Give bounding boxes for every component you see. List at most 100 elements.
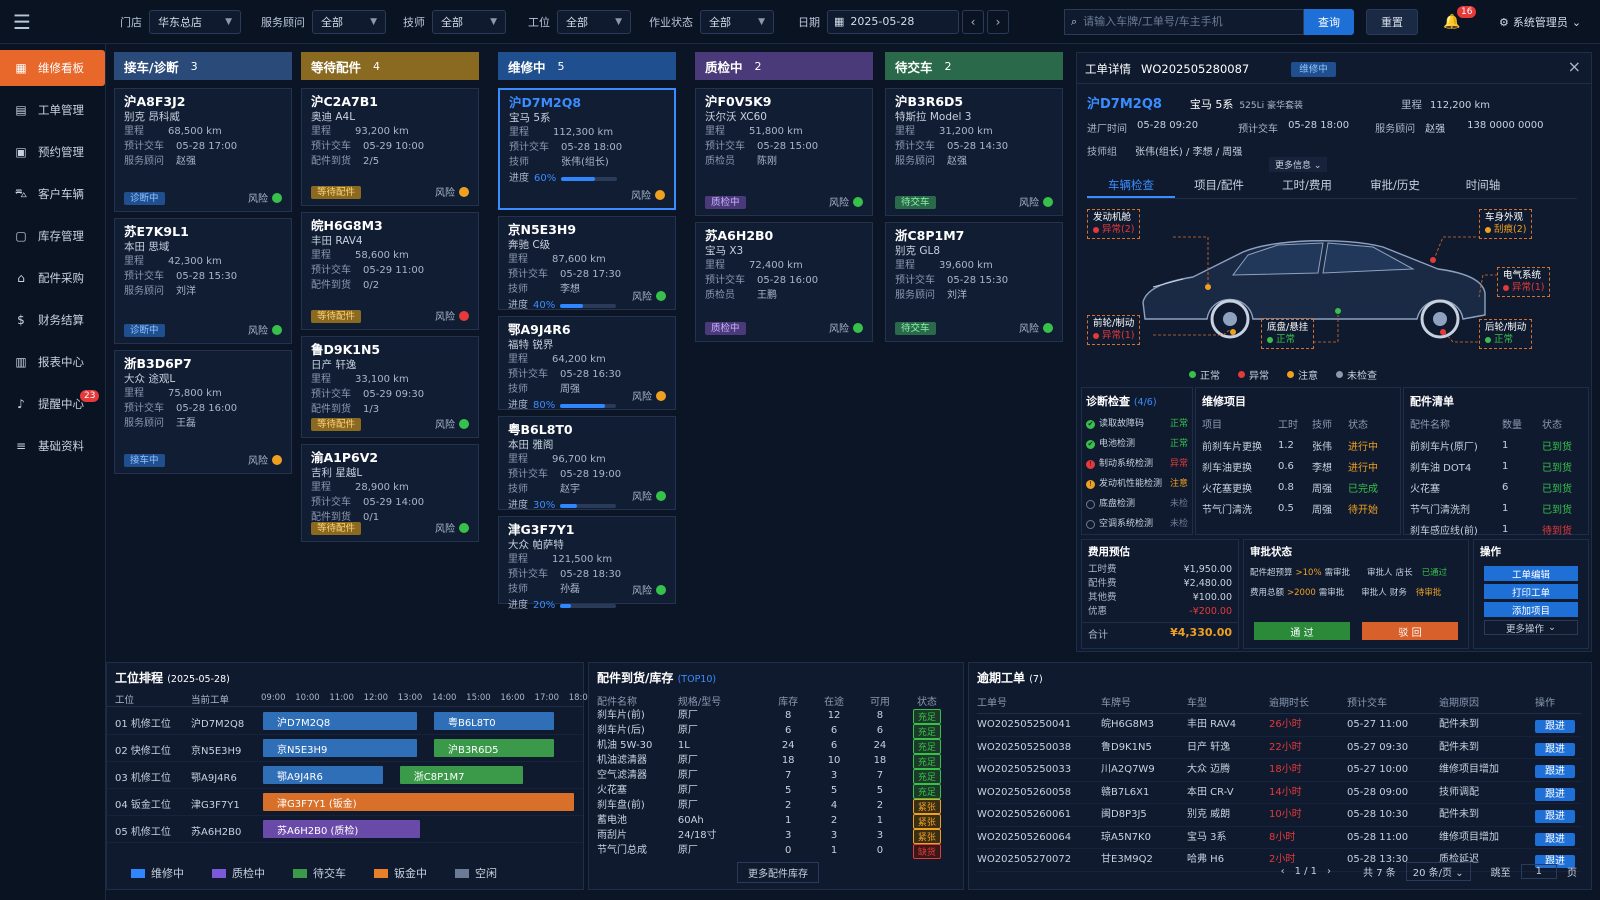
vehicle-zone-label[interactable]: 底盘/悬挂 正常 xyxy=(1261,319,1315,349)
sidebar-item[interactable]: ♪ 提醒中心 23 xyxy=(0,386,105,422)
stock-status-badge: 充足 xyxy=(912,709,941,724)
sidebar-item[interactable]: $ 财务结算 xyxy=(0,302,105,338)
mileage-label: 里程 xyxy=(895,126,915,137)
risk-dot-icon xyxy=(459,522,469,533)
prev-page-button[interactable]: ‹ xyxy=(1280,866,1285,877)
follow-up-button[interactable]: 跟进 xyxy=(1535,742,1575,756)
follow-up-button[interactable]: 跟进 xyxy=(1535,765,1575,779)
date-picker[interactable]: ▦ 2025-05-28 xyxy=(827,9,959,34)
query-button[interactable]: 查询 xyxy=(1304,8,1354,35)
schedule-bar[interactable]: 京N5E3H9 xyxy=(263,739,417,757)
notification-bell-icon[interactable]: 🔔 16 xyxy=(1443,6,1477,30)
current-order: 苏A6H2B0 xyxy=(191,827,242,838)
extra-label: 技师 xyxy=(508,584,528,595)
progress-label: 进度 xyxy=(508,600,528,611)
user-menu[interactable]: ⚙ 系统管理员 ⌄ xyxy=(1499,14,1581,30)
store-select[interactable]: 华东总店 ▼ xyxy=(149,9,241,34)
schedule-bar[interactable]: 粤B6L8T0 xyxy=(433,712,554,730)
schedule-bar[interactable]: 津G3F7Y1 (钣金) xyxy=(263,793,575,811)
table-cell: 节气门清洗 xyxy=(1202,505,1252,516)
table-row: 雨刮片 24/18寸 3 3 3 紧张 xyxy=(597,829,951,844)
station-schedule-panel: 工位排程 (2025-05-28) 工位 当前工单 09:00 10:00 11:00… xyxy=(106,662,593,890)
table-cell: 已到货 xyxy=(1542,505,1572,516)
sidebar-item[interactable]: ▥ 报表中心 xyxy=(0,344,105,380)
vehicle-zone-label[interactable]: 电气系统 异常(1) xyxy=(1497,267,1551,297)
schedule-bar[interactable]: 鄂A9J4R6 xyxy=(263,766,383,784)
work-order-card[interactable]: 沪D7M2Q8 宝马 5系 里程 112,300 km 预计交车 05-28 18:… xyxy=(498,88,676,210)
work-order-card[interactable]: 鄂A9J4R6 福特 锐界 里程 64,200 km 预计交车 05-28 16:3… xyxy=(498,316,676,411)
more-operations-button[interactable]: 更多操作 ⌄ xyxy=(1484,620,1578,635)
diagnosis-item: ✔ 读取故障码 正常 xyxy=(1082,414,1192,434)
advisor-select[interactable]: 全部 ▼ xyxy=(312,9,386,34)
sidebar-item[interactable]: ⌂ 配件采购 xyxy=(0,260,105,296)
sidebar-item[interactable]: ▣ 预约管理 xyxy=(0,134,105,170)
menu-icon[interactable]: ☰ xyxy=(13,9,31,34)
detail-tab[interactable]: 审批/历史 xyxy=(1370,178,1420,192)
vehicle-zone-label[interactable]: 前轮/制动 异常(1) xyxy=(1087,315,1141,345)
operation-button[interactable]: 添加项目 xyxy=(1484,602,1578,617)
detail-tab[interactable]: 项目/配件 xyxy=(1194,178,1244,192)
follow-up-button[interactable]: 跟进 xyxy=(1535,832,1575,846)
schedule-bar[interactable]: 沪B3R6D5 xyxy=(433,739,554,757)
search-input[interactable] xyxy=(1083,15,1289,28)
column-header: 状态 xyxy=(1542,420,1562,431)
next-page-button[interactable]: › xyxy=(1327,866,1332,877)
kanban-column: 等待配件 4 xyxy=(301,52,479,80)
work-order-card[interactable]: 粤B6L8T0 本田 雅阁 里程 96,700 km 预计交车 05-28 19:0… xyxy=(498,416,676,511)
page-size-select[interactable]: 20 条/页 ⌄ xyxy=(1405,862,1471,881)
schedule-bar[interactable]: 浙C8P1M7 xyxy=(399,766,523,784)
card-extra: 赵强 xyxy=(947,156,967,167)
vehicle-zone-label[interactable]: 车身外观 刮痕(2) xyxy=(1479,209,1533,239)
close-icon[interactable]: × xyxy=(1567,57,1581,76)
reset-button[interactable]: 重置 xyxy=(1366,8,1418,35)
work-order-card[interactable]: 沪F0V5K9 沃尔沃 XC60 里程 51,800 km 预计交车 05-28 1… xyxy=(695,88,873,216)
next-date-button[interactable]: › xyxy=(987,9,1009,34)
station-select[interactable]: 全部 ▼ xyxy=(557,9,631,34)
follow-up-button[interactable]: 跟进 xyxy=(1535,787,1575,801)
sidebar-item[interactable]: ⛍ 客户车辆 xyxy=(0,176,105,212)
diagnosis-name: 空调系统检测 xyxy=(1099,519,1154,529)
work-order-card[interactable]: 渝A1P6V2 吉利 星越L 里程 28,900 km 预计交车 05-29 14:… xyxy=(301,444,479,542)
work-order-card[interactable]: 沪A8F3J2 别克 昂科威 里程 68,500 km 预计交车 05-28 17:… xyxy=(114,88,292,212)
follow-up-button[interactable]: 跟进 xyxy=(1535,855,1575,869)
work-order-card[interactable]: 沪B3R6D5 特斯拉 Model 3 里程 31,200 km 预计交车 05-2… xyxy=(885,88,1063,216)
schedule-bar[interactable]: 沪D7M2Q8 xyxy=(263,712,417,730)
prev-date-button[interactable]: ‹ xyxy=(962,9,984,34)
vehicle-zone-label[interactable]: 发动机舱 异常(2) xyxy=(1087,209,1141,239)
work-order-card[interactable]: 浙C8P1M7 别克 GL8 里程 39,600 km 预计交车 05-28 15:… xyxy=(885,222,1063,342)
more-stock-button[interactable]: 更多配件库存 xyxy=(737,862,819,883)
operation-button[interactable]: 工单编辑 xyxy=(1484,566,1578,581)
tech-select[interactable]: 全部 ▼ xyxy=(432,9,506,34)
sidebar-item[interactable]: ▦ 维修看板 xyxy=(0,50,105,86)
detail-tab[interactable]: 车辆检查 xyxy=(1087,177,1175,198)
table-cell: 刹车盘(前) xyxy=(597,800,645,812)
work-order-card[interactable]: 苏E7K9L1 本田 思域 里程 42,300 km 预计交车 05-28 15:3… xyxy=(114,218,292,344)
sidebar-item[interactable]: ▤ 工单管理 xyxy=(0,92,105,128)
reject-button[interactable]: 驳 回 xyxy=(1362,622,1458,640)
work-order-card[interactable]: 鲁D9K1N5 日产 轩逸 里程 33,100 km 预计交车 05-29 09:3… xyxy=(301,336,479,438)
work-order-card[interactable]: 沪C2A7B1 奥迪 A4L 里程 93,200 km 预计交车 05-29 10:… xyxy=(301,88,479,206)
sidebar-item[interactable]: ▢ 库存管理 xyxy=(0,218,105,254)
jump-input[interactable]: 1 xyxy=(1520,864,1557,879)
table-cell: 刹车片(前) xyxy=(597,710,645,722)
risk-label: 风险 xyxy=(435,524,455,535)
follow-up-button[interactable]: 跟进 xyxy=(1535,720,1575,734)
follow-up-button[interactable]: 跟进 xyxy=(1535,810,1575,824)
detail-tab[interactable]: 时间轴 xyxy=(1465,178,1501,192)
operation-button[interactable]: 打印工单 xyxy=(1484,584,1578,599)
gear-icon: ⚙ xyxy=(1499,15,1509,29)
schedule-bar[interactable]: 苏A6H2B0 (质检) xyxy=(263,820,421,838)
work-order-card[interactable]: 皖H6G8M3 丰田 RAV4 里程 58,600 km 预计交车 05-29 11… xyxy=(301,212,479,330)
detail-tab[interactable]: 工时/费用 xyxy=(1282,178,1332,192)
work-order-card[interactable]: 京N5E3H9 奔驰 C级 里程 87,600 km 预计交车 05-28 17:3… xyxy=(498,216,676,311)
vehicle-zone-label[interactable]: 后轮/制动 正常 xyxy=(1479,319,1533,349)
work-order-card[interactable]: 浙B3D6P7 大众 途观L 里程 75,800 km 预计交车 05-28 16:… xyxy=(114,350,292,474)
more-info-button[interactable]: 更多信息 ⌄ xyxy=(1269,157,1328,172)
approve-button[interactable]: 通 过 xyxy=(1254,622,1350,640)
sidebar-item[interactable]: ≡ 基础资料 xyxy=(0,428,105,464)
work-order-card[interactable]: 津G3F7Y1 大众 帕萨特 里程 121,500 km 预计交车 05-28 18… xyxy=(498,516,676,611)
status-select[interactable]: 全部 ▼ xyxy=(700,9,774,34)
work-order-card[interactable]: 苏A6H2B0 宝马 X3 里程 72,400 km 预计交车 05-28 16:0… xyxy=(695,222,873,342)
zone-name: 车身外观 xyxy=(1485,212,1524,223)
risk-label: 风险 xyxy=(829,324,849,335)
